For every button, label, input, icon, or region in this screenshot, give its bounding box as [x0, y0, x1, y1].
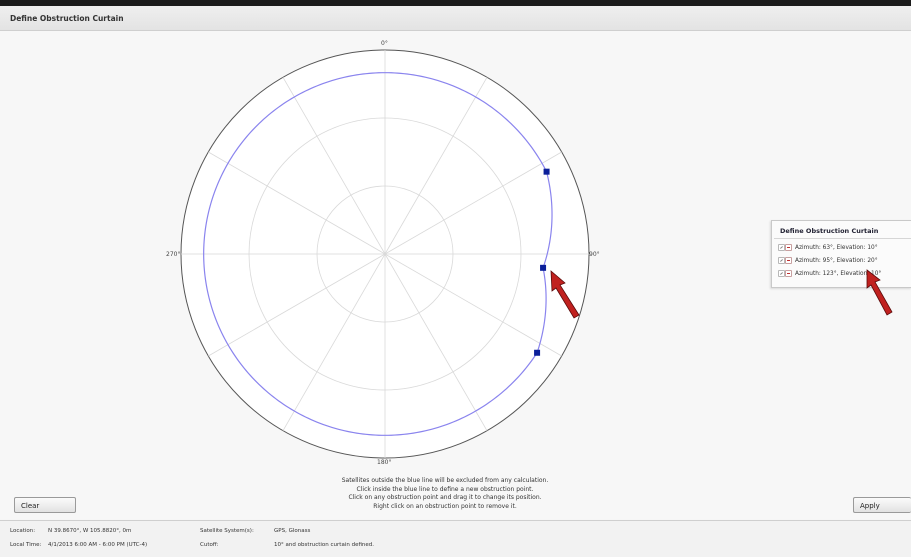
obstruction-point[interactable] — [534, 349, 541, 356]
azimuth-spoke — [384, 151, 562, 255]
instruction-line: Satellites outside the blue line will be… — [341, 477, 549, 484]
instruction-line: Click on any obstruction point and drag … — [348, 494, 542, 501]
clear-button[interactable]: Clear — [14, 497, 76, 513]
window-title: Define Obstruction Curtain — [10, 14, 124, 23]
polar-grid — [180, 49, 590, 459]
obstruction-list-panel: Define Obstruction Curtain Azimuth: 63°,… — [771, 220, 911, 288]
apply-button[interactable]: Apply — [853, 497, 911, 513]
cutoff-value: 10° and obstruction curtain defined. — [274, 542, 375, 548]
satellite-system-label: Satellite System(s): — [200, 528, 254, 534]
panel-title: Define Obstruction Curtain — [780, 227, 879, 235]
edit-remove-icon[interactable] — [778, 257, 792, 264]
obstruction-point[interactable] — [543, 168, 550, 175]
obstruction-item[interactable]: Azimuth: 95°, Elevation: 20° — [778, 257, 878, 267]
obstruction-item-label: Azimuth: 95°, Elevation: 20° — [795, 258, 878, 264]
title-bar: Define Obstruction Curtain — [0, 6, 911, 31]
edit-remove-icon[interactable] — [778, 244, 792, 251]
label-south: 180° — [377, 459, 392, 466]
label-north: 0° — [381, 40, 388, 47]
obstruction-points[interactable] — [534, 168, 550, 356]
local-time-value: 4/1/2013 6:00 AM - 6:00 PM (UTC-4) — [48, 542, 148, 548]
panel-divider — [774, 238, 911, 239]
main-area: 0° 90° 180° 270° Satellites outside the … — [0, 31, 911, 519]
instructions: Satellites outside the blue line will be… — [300, 477, 590, 511]
azimuth-spoke — [282, 253, 386, 431]
obstruction-curtain-line[interactable] — [203, 72, 553, 436]
cutoff-label: Cutoff: — [200, 542, 219, 548]
azimuth-spoke — [384, 253, 488, 431]
obstruction-point[interactable] — [540, 264, 547, 271]
annotation-arrow-icon — [866, 269, 893, 316]
window-top-border — [0, 0, 911, 6]
sky-plot[interactable] — [0, 31, 911, 519]
azimuth-spoke — [282, 77, 386, 255]
edit-remove-icon[interactable] — [778, 270, 792, 277]
location-value: N 39.8670°, W 105.8820°, 0m — [48, 528, 132, 534]
instruction-line: Right click on an obstruction point to r… — [373, 502, 517, 510]
obstruction-item[interactable]: Azimuth: 63°, Elevation: 10° — [778, 244, 878, 254]
label-east: 90° — [589, 251, 600, 258]
azimuth-spoke — [208, 151, 386, 255]
azimuth-spoke — [384, 253, 562, 357]
location-label: Location: — [10, 528, 36, 534]
label-west: 270° — [166, 251, 181, 258]
status-bar: Location: N 39.8670°, W 105.8820°, 0m Lo… — [0, 520, 911, 557]
obstruction-item-label: Azimuth: 123°, Elevation: 10° — [795, 271, 882, 277]
instruction-line: Click inside the blue line to define a n… — [356, 485, 534, 493]
obstruction-item-label: Azimuth: 63°, Elevation: 10° — [795, 245, 878, 251]
annotation-arrow-icon — [550, 270, 580, 319]
local-time-label: Local Time: — [10, 542, 42, 548]
azimuth-spoke — [384, 77, 488, 255]
azimuth-spoke — [208, 253, 386, 357]
obstruction-item[interactable]: Azimuth: 123°, Elevation: 10° — [778, 270, 881, 280]
satellite-system-value: GPS, Glonass — [274, 528, 311, 534]
